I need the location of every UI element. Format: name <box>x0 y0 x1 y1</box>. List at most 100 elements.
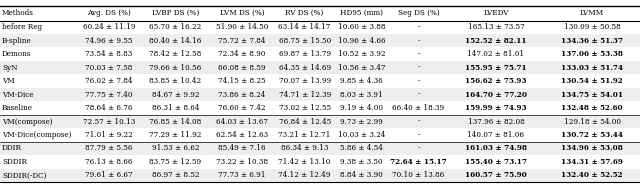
Text: 159.99 ± 74.93: 159.99 ± 74.93 <box>465 104 527 112</box>
Text: 155.95 ± 75.71: 155.95 ± 75.71 <box>465 64 527 72</box>
Text: LVMM: LVMM <box>580 9 604 17</box>
Bar <box>0 88 640 101</box>
Text: 134.75 ± 54.01: 134.75 ± 54.01 <box>561 91 623 99</box>
Text: 83.85 ± 10.42: 83.85 ± 10.42 <box>149 77 202 85</box>
Text: 63.14 ± 14.17: 63.14 ± 14.17 <box>278 23 331 31</box>
Text: 79.61 ± 6.67: 79.61 ± 6.67 <box>85 171 132 179</box>
Text: -: - <box>417 131 420 139</box>
Text: SyN: SyN <box>2 64 17 72</box>
Text: VM: VM <box>2 77 15 85</box>
Text: 70.07 ± 13.99: 70.07 ± 13.99 <box>278 77 331 85</box>
Text: 73.22 ± 10.38: 73.22 ± 10.38 <box>216 158 268 166</box>
Text: 10.56 ± 3.47: 10.56 ± 3.47 <box>338 64 385 72</box>
Text: -: - <box>417 91 420 99</box>
Text: -: - <box>417 50 420 58</box>
Text: 72.64 ± 15.17: 72.64 ± 15.17 <box>390 158 447 166</box>
Text: 73.21 ± 12.71: 73.21 ± 12.71 <box>278 131 331 139</box>
Text: HD95 (mm): HD95 (mm) <box>340 9 383 17</box>
Text: 86.31 ± 8.64: 86.31 ± 8.64 <box>152 104 199 112</box>
Text: -: - <box>417 23 420 31</box>
Text: 164.70 ± 77.20: 164.70 ± 77.20 <box>465 91 527 99</box>
Text: 134.36 ± 51.37: 134.36 ± 51.37 <box>561 37 623 45</box>
Text: 72.34 ± 8.90: 72.34 ± 8.90 <box>218 50 266 58</box>
Text: 9.19 ± 4.00: 9.19 ± 4.00 <box>340 104 383 112</box>
Text: 76.13 ± 8.66: 76.13 ± 8.66 <box>85 158 132 166</box>
Text: 66.40 ± 18.39: 66.40 ± 18.39 <box>392 104 445 112</box>
Text: 70.03 ± 7.58: 70.03 ± 7.58 <box>85 64 132 72</box>
Text: 10.60 ± 3.88: 10.60 ± 3.88 <box>338 23 385 31</box>
Text: 156.62 ± 75.93: 156.62 ± 75.93 <box>465 77 527 85</box>
Text: 86.34 ± 9.13: 86.34 ± 9.13 <box>281 144 328 153</box>
Text: 74.15 ± 8.25: 74.15 ± 8.25 <box>218 77 266 85</box>
Text: 10.52 ± 3.92: 10.52 ± 3.92 <box>338 50 385 58</box>
Text: SDDIR: SDDIR <box>2 158 27 166</box>
Text: 130.09 ± 50.58: 130.09 ± 50.58 <box>564 23 620 31</box>
Text: 132.40 ± 52.52: 132.40 ± 52.52 <box>561 171 623 179</box>
Text: 8.84 ± 3.90: 8.84 ± 3.90 <box>340 171 383 179</box>
Text: 86.97 ± 8.52: 86.97 ± 8.52 <box>152 171 199 179</box>
Bar <box>0 142 640 155</box>
Text: 74.12 ± 12.49: 74.12 ± 12.49 <box>278 171 331 179</box>
Text: 130.54 ± 51.92: 130.54 ± 51.92 <box>561 77 623 85</box>
Text: 134.31 ± 57.69: 134.31 ± 57.69 <box>561 158 623 166</box>
Text: -: - <box>417 144 420 153</box>
Text: 137.06 ± 53.38: 137.06 ± 53.38 <box>561 50 623 58</box>
Text: 73.86 ± 8.24: 73.86 ± 8.24 <box>218 91 266 99</box>
Text: LVM DS (%): LVM DS (%) <box>220 9 264 17</box>
Text: 87.79 ± 5.56: 87.79 ± 5.56 <box>85 144 132 153</box>
Text: VM-Dice(compose): VM-Dice(compose) <box>2 131 72 139</box>
Text: -: - <box>417 37 420 45</box>
Text: 165.13 ± 73.57: 165.13 ± 73.57 <box>468 23 524 31</box>
Text: 62.54 ± 12.63: 62.54 ± 12.63 <box>216 131 268 139</box>
Bar <box>0 61 640 74</box>
Text: 51.90 ± 14.50: 51.90 ± 14.50 <box>216 23 268 31</box>
Text: 71.42 ± 13.10: 71.42 ± 13.10 <box>278 158 331 166</box>
Text: 65.70 ± 16.22: 65.70 ± 16.22 <box>149 23 202 31</box>
Bar <box>0 34 640 47</box>
Text: 64.35 ± 14.69: 64.35 ± 14.69 <box>278 64 331 72</box>
Text: 8.03 ± 3.91: 8.03 ± 3.91 <box>340 91 383 99</box>
Text: 76.84 ± 12.45: 76.84 ± 12.45 <box>278 118 331 125</box>
Text: 76.02 ± 7.84: 76.02 ± 7.84 <box>85 77 132 85</box>
Text: 80.40 ± 14.16: 80.40 ± 14.16 <box>149 37 202 45</box>
Text: 152.52 ± 82.11: 152.52 ± 82.11 <box>465 37 527 45</box>
Text: -: - <box>417 64 420 72</box>
Text: before Reg: before Reg <box>2 23 42 31</box>
Text: LVEDV: LVEDV <box>483 9 509 17</box>
Text: VM-Dice: VM-Dice <box>2 91 33 99</box>
Text: Methods: Methods <box>2 9 34 17</box>
Text: 78.64 ± 6.76: 78.64 ± 6.76 <box>85 104 132 112</box>
Text: 76.60 ± 7.42: 76.60 ± 7.42 <box>218 104 266 112</box>
Text: 140.07 ± 81.06: 140.07 ± 81.06 <box>467 131 525 139</box>
Text: 91.53 ± 6.62: 91.53 ± 6.62 <box>152 144 199 153</box>
Text: 137.96 ± 82.08: 137.96 ± 82.08 <box>468 118 524 125</box>
Text: 75.72 ± 7.84: 75.72 ± 7.84 <box>218 37 266 45</box>
Text: Demons: Demons <box>2 50 31 58</box>
Text: 133.03 ± 51.74: 133.03 ± 51.74 <box>561 64 623 72</box>
Text: 155.40 ± 73.17: 155.40 ± 73.17 <box>465 158 527 166</box>
Text: 10.03 ± 3.24: 10.03 ± 3.24 <box>338 131 385 139</box>
Text: 161.03 ± 74.98: 161.03 ± 74.98 <box>465 144 527 153</box>
Text: 9.38 ± 3.50: 9.38 ± 3.50 <box>340 158 383 166</box>
Text: 74.71 ± 12.39: 74.71 ± 12.39 <box>278 91 331 99</box>
Text: 71.01 ± 9.22: 71.01 ± 9.22 <box>85 131 132 139</box>
Text: 69.87 ± 13.79: 69.87 ± 13.79 <box>278 50 331 58</box>
Text: 147.02 ± 81.01: 147.02 ± 81.01 <box>467 50 525 58</box>
Text: 160.57 ± 75.90: 160.57 ± 75.90 <box>465 171 527 179</box>
Text: 70.10 ± 13.86: 70.10 ± 13.86 <box>392 171 445 179</box>
Text: 60.24 ± 11.19: 60.24 ± 11.19 <box>83 23 135 31</box>
Text: 66.08 ± 8.59: 66.08 ± 8.59 <box>218 64 266 72</box>
Text: 74.96 ± 9.55: 74.96 ± 9.55 <box>85 37 132 45</box>
Text: 72.57 ± 10.13: 72.57 ± 10.13 <box>83 118 135 125</box>
Text: RV DS (%): RV DS (%) <box>285 9 324 17</box>
Text: LVBP DS (%): LVBP DS (%) <box>152 9 199 17</box>
Text: 130.72 ± 53.44: 130.72 ± 53.44 <box>561 131 623 139</box>
Text: -: - <box>417 118 420 125</box>
Text: 83.75 ± 12.59: 83.75 ± 12.59 <box>149 158 202 166</box>
Text: VM(compose): VM(compose) <box>2 118 52 125</box>
Text: 77.73 ± 6.91: 77.73 ± 6.91 <box>218 171 266 179</box>
Text: 79.66 ± 10.56: 79.66 ± 10.56 <box>149 64 202 72</box>
Text: -: - <box>417 77 420 85</box>
Text: Baseline: Baseline <box>2 104 33 112</box>
Text: 78.42 ± 12.58: 78.42 ± 12.58 <box>149 50 202 58</box>
